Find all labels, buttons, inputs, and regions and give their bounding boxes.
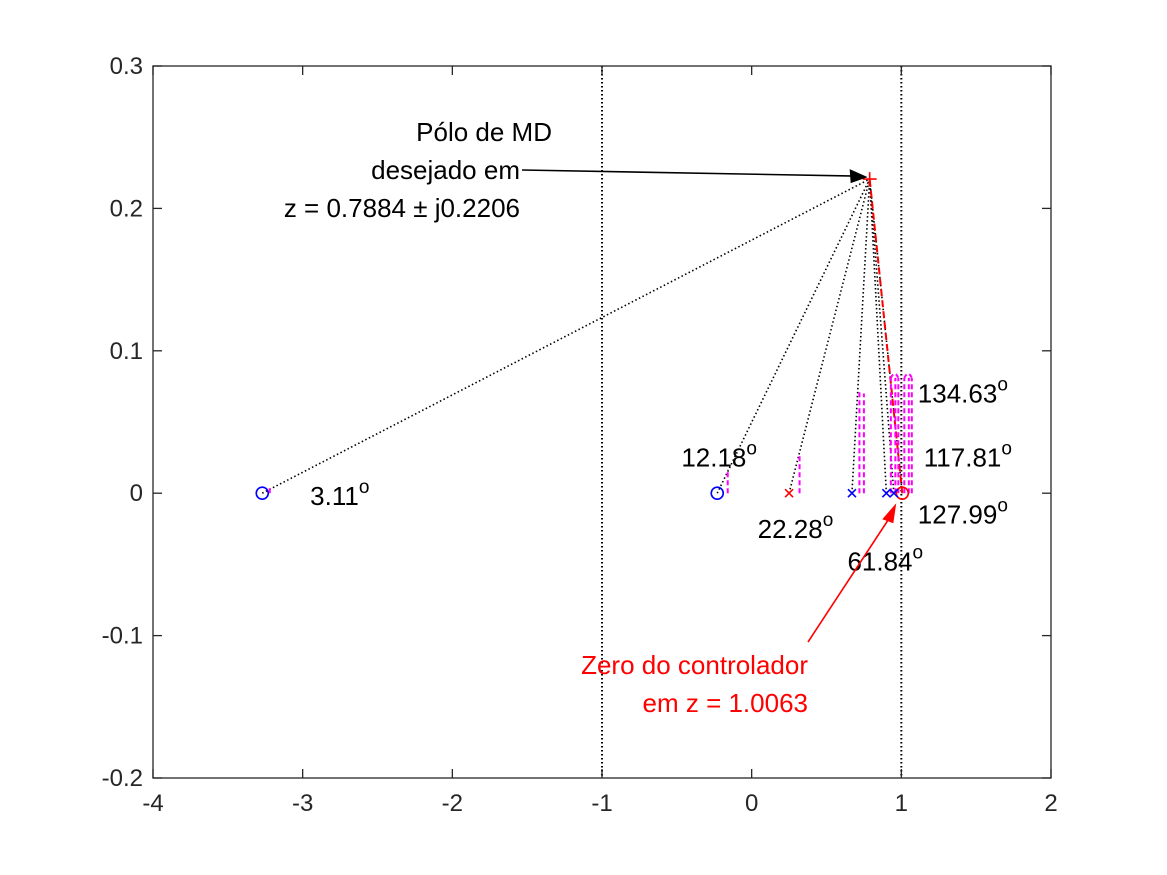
x-tick-label: 1 xyxy=(895,790,908,817)
desired-pole-marker xyxy=(862,172,877,187)
pole-annotation-line: z = 0.7884 ± j0.2206 xyxy=(284,193,520,223)
y-tick-label: -0.2 xyxy=(102,765,143,792)
zero-annotation-arrowhead xyxy=(882,503,897,524)
pole-marker xyxy=(784,488,794,498)
angle-label: 127.99o xyxy=(918,496,1008,530)
pole-ray xyxy=(868,179,895,494)
pole-zero-marks xyxy=(255,172,910,501)
zero-ray xyxy=(868,178,904,494)
angle-label: 12.18o xyxy=(681,439,757,473)
zero-marker xyxy=(255,486,270,501)
pole-marker xyxy=(847,488,857,498)
x-tick-label: -1 xyxy=(591,790,612,817)
zero-marker xyxy=(710,486,725,501)
angle-arc xyxy=(889,372,900,379)
y-tick-label: -0.1 xyxy=(102,623,143,650)
axes xyxy=(152,65,1052,779)
pole-marker xyxy=(889,488,899,498)
angle-label: 22.28o xyxy=(758,510,834,544)
pole-annotation-line: desejado em xyxy=(371,155,520,185)
x-tick-label: -3 xyxy=(292,790,313,817)
unit-circle-guides xyxy=(601,66,903,778)
y-tick-label: 0 xyxy=(130,480,143,507)
angle-label: 134.63o xyxy=(918,375,1008,409)
pole-annotation-line: Pólo de MD xyxy=(416,117,552,147)
x-tick-label: -2 xyxy=(442,790,463,817)
pole-ray xyxy=(851,179,871,494)
annotations: Pólo de MD desejado em z = 0.7884 ± j0.220… xyxy=(284,117,897,718)
y-tick-label: 0.1 xyxy=(110,338,143,365)
x-tick-label: -4 xyxy=(142,790,163,817)
pole-marker xyxy=(881,488,891,498)
pole-ray xyxy=(868,179,888,494)
tick-labels: -4 -3 -2 -1 0 1 2 -0.2 -0.1 0 0.1 0.2 0.3 xyxy=(102,53,1058,817)
angle-arc xyxy=(903,372,913,379)
zero-annotation-line: Zero do controlador xyxy=(581,650,808,680)
x-tick-label: 2 xyxy=(1044,790,1057,817)
controller-zero-ray xyxy=(868,178,904,494)
zero-annotation-arrow xyxy=(807,514,892,643)
angle-label: 117.81o xyxy=(924,439,1012,473)
y-tick-label: 0.2 xyxy=(110,195,143,222)
angle-label: 61.84o xyxy=(847,543,923,577)
angle-label: 3.11o xyxy=(310,477,369,511)
y-tick-label: 0.3 xyxy=(110,53,143,80)
x-tick-label: 0 xyxy=(745,790,758,817)
zero-annotation-line: em z = 1.0063 xyxy=(643,688,809,718)
angle-labels: 3.11o 12.18o 22.28o 61.84o 134.63o 117.81o 127… xyxy=(310,375,1012,577)
pole-zero-rays xyxy=(261,178,904,494)
pole-annotation-arrow xyxy=(521,169,856,177)
pole-annotation-arrowhead xyxy=(849,169,868,184)
angle-markers xyxy=(268,372,913,494)
zero-marker xyxy=(895,486,910,501)
